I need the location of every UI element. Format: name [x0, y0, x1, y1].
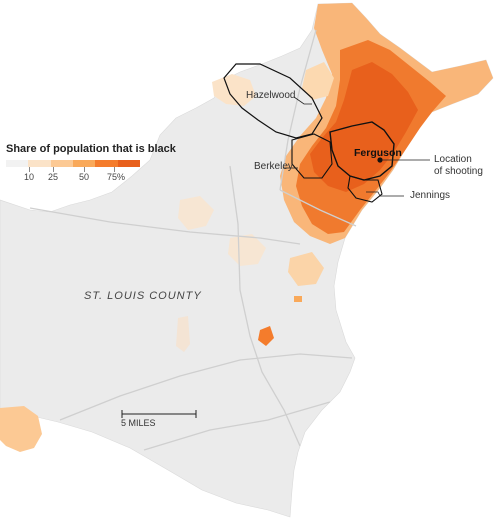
label-jennings: Jennings: [410, 190, 451, 201]
roads: [29, 29, 357, 451]
shooting-location-marker: [377, 157, 383, 163]
legend-tick-50: 50: [78, 172, 90, 182]
label-location-line1: Location: [434, 154, 472, 165]
legend-swatch-4: [72, 160, 96, 167]
legend-tick-75: 75%: [106, 172, 126, 182]
label-berkeley: Berkeley: [254, 161, 293, 172]
legend-swatch-6: [117, 160, 140, 167]
light-patch-west: [212, 74, 256, 106]
legend-swatch-3: [50, 160, 73, 167]
light-patch-north: [302, 62, 334, 100]
light-patch-central: [178, 196, 214, 230]
ferguson-outline: [329, 121, 395, 181]
orange-patch-southwest: [0, 406, 42, 452]
label-hazelwood: Hazelwood: [246, 90, 296, 101]
light-patch-east: [288, 252, 324, 286]
legend-ticks: [6, 167, 140, 172]
legend-title: Share of population that is black: [6, 143, 176, 155]
legend-color-bar: [6, 160, 140, 167]
scale-bar: [121, 410, 197, 418]
county-label: ST. LOUIS COUNTY: [84, 290, 202, 302]
light-patch-strip: [176, 316, 190, 352]
legend-swatch-2: [28, 160, 51, 167]
legend-swatch-5: [95, 160, 118, 167]
scale-label: 5 MILES: [121, 418, 156, 428]
orange-region-deep: [310, 62, 418, 192]
legend-tick-10: 10: [23, 172, 35, 182]
label-location-line2: of shooting: [434, 166, 483, 177]
orange-patch-small-2: [258, 326, 274, 346]
label-ferguson: Ferguson: [354, 147, 402, 159]
legend-tick-25: 25: [47, 172, 59, 182]
orange-patch-small: [294, 296, 302, 302]
light-patch-south: [228, 234, 266, 266]
legend-swatch-1: [6, 160, 29, 167]
callout-lines: [283, 96, 430, 197]
berkeley-outline: [291, 133, 333, 179]
jennings-outline: [347, 175, 383, 203]
